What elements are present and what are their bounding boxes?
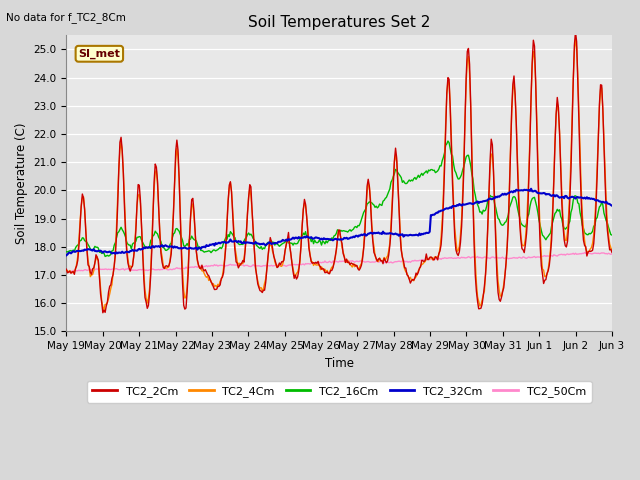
TC2_32Cm (527, 186, 535, 192)
Line: TC2_50Cm: TC2_50Cm (67, 252, 612, 273)
TC2_16Cm (63, 249, 70, 255)
TC2_2Cm (608, 250, 616, 255)
Line: TC2_2Cm: TC2_2Cm (67, 32, 612, 313)
TC2_16Cm (234, 239, 241, 245)
TC2_4Cm (572, 36, 579, 42)
TC2_32Cm (463, 201, 471, 207)
TC2_32Cm (608, 203, 616, 208)
TC2_50Cm (395, 258, 403, 264)
TC2_50Cm (465, 254, 472, 260)
TC2_4Cm (559, 216, 567, 222)
TC2_32Cm (394, 231, 402, 237)
TC2_2Cm (63, 266, 70, 272)
TC2_50Cm (608, 251, 616, 257)
TC2_50Cm (294, 262, 301, 267)
TC2_16Cm (466, 157, 474, 163)
TC2_4Cm (63, 268, 70, 274)
TC2_4Cm (100, 307, 108, 312)
Line: TC2_16Cm: TC2_16Cm (67, 141, 612, 256)
TC2_2Cm (294, 274, 301, 280)
TC2_2Cm (465, 46, 472, 51)
TC2_16Cm (560, 225, 568, 231)
TC2_32Cm (368, 230, 376, 236)
TC2_2Cm (395, 205, 403, 211)
Legend: TC2_2Cm, TC2_4Cm, TC2_16Cm, TC2_32Cm, TC2_50Cm: TC2_2Cm, TC2_4Cm, TC2_16Cm, TC2_32Cm, TC… (87, 381, 591, 403)
TC2_4Cm (294, 269, 301, 275)
TC2_32Cm (292, 235, 300, 240)
Title: Soil Temperatures Set 2: Soil Temperatures Set 2 (248, 15, 430, 30)
TC2_50Cm (580, 250, 588, 255)
TC2_2Cm (234, 261, 241, 266)
TC2_16Cm (608, 232, 616, 238)
TC2_32Cm (232, 238, 240, 244)
Line: TC2_32Cm: TC2_32Cm (67, 189, 612, 255)
TC2_2Cm (559, 222, 567, 228)
TC2_4Cm (465, 54, 472, 60)
TC2_50Cm (369, 259, 376, 265)
TC2_16Cm (444, 138, 452, 144)
TC2_2Cm (99, 310, 107, 316)
TC2_2Cm (369, 238, 376, 243)
Line: TC2_4Cm: TC2_4Cm (67, 39, 612, 310)
Text: No data for f_TC2_8Cm: No data for f_TC2_8Cm (6, 12, 126, 23)
TC2_2Cm (572, 29, 579, 35)
TC2_16Cm (395, 171, 403, 177)
TC2_32Cm (63, 252, 70, 258)
TC2_16Cm (294, 240, 301, 246)
TC2_50Cm (63, 268, 70, 274)
X-axis label: Time: Time (324, 357, 354, 370)
Text: SI_met: SI_met (79, 48, 120, 59)
TC2_4Cm (369, 237, 376, 242)
TC2_50Cm (559, 252, 567, 258)
TC2_4Cm (234, 259, 241, 265)
Y-axis label: Soil Temperature (C): Soil Temperature (C) (15, 122, 28, 244)
TC2_4Cm (395, 203, 403, 209)
TC2_4Cm (608, 248, 616, 254)
TC2_16Cm (369, 201, 376, 207)
TC2_32Cm (559, 194, 567, 200)
TC2_16Cm (101, 253, 109, 259)
TC2_50Cm (65, 270, 72, 276)
TC2_50Cm (234, 263, 241, 268)
